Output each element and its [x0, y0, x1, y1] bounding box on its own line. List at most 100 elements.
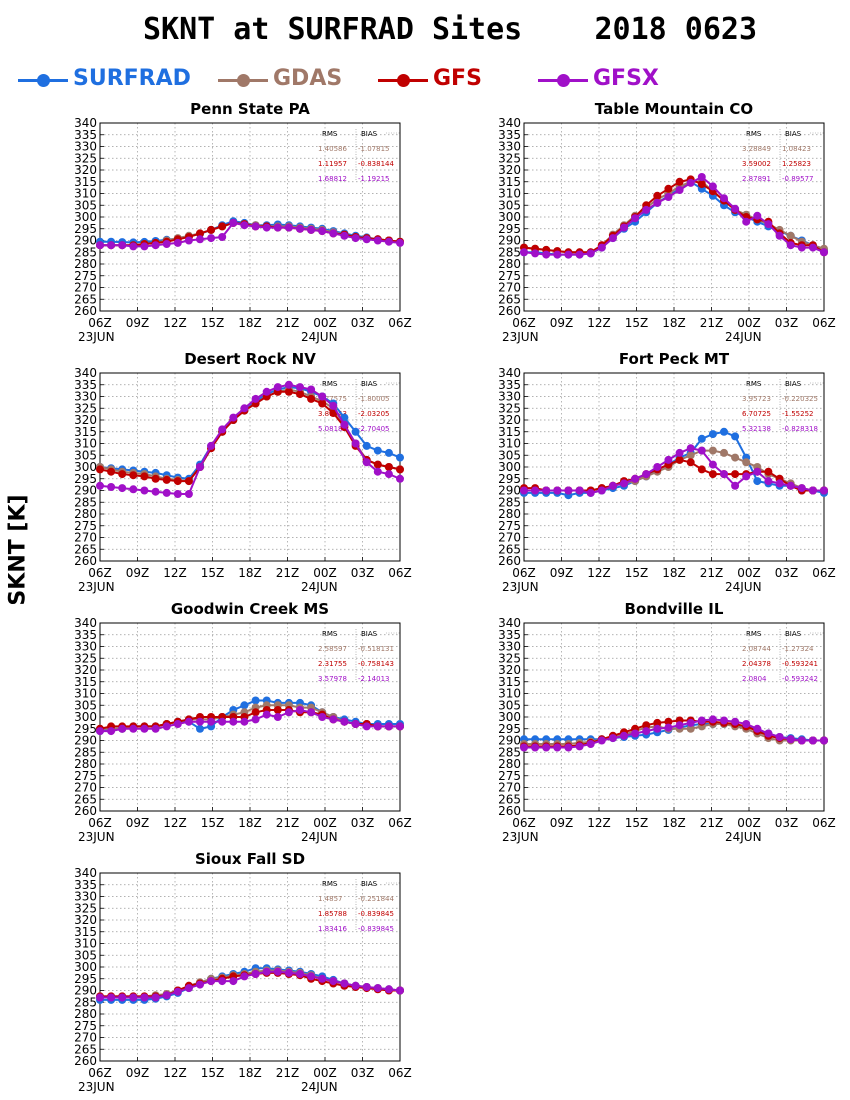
y-tick-label: 305 [74, 448, 97, 462]
data-point-gfsx [553, 743, 562, 752]
data-point-gfsx [742, 472, 751, 481]
data-point-gfsx [520, 743, 528, 752]
data-point-gfsx [218, 233, 227, 241]
data-point-gfs [129, 471, 138, 480]
y-tick-label: 305 [498, 698, 521, 712]
data-point-gfsx [240, 717, 249, 726]
y-tick-label: 295 [498, 722, 521, 736]
stats-bias: -0.89577 [782, 175, 813, 183]
data-point-gfsx [608, 481, 617, 490]
data-point-gfsx [140, 724, 149, 733]
stats-bias: -0.593241 [782, 660, 818, 668]
data-point-gfsx [362, 983, 371, 991]
data-point-gfs [373, 460, 382, 469]
y-tick-label: 270 [74, 1031, 97, 1045]
stats-rms: 2.58597 [318, 645, 347, 653]
data-point-gfsx [396, 238, 404, 247]
y-tick-label: 285 [74, 995, 97, 1009]
data-point-gfsx [196, 235, 204, 244]
y-tick-label: 270 [74, 531, 97, 545]
data-point-gfsx [373, 467, 382, 476]
y-tick-label: 330 [498, 390, 521, 404]
y-tick-label: 315 [74, 925, 97, 939]
data-point-gfsx [140, 486, 149, 495]
data-point-surfrad [362, 441, 371, 450]
panel-title: Table Mountain CO [595, 100, 753, 118]
x-tick-label: 00Z [737, 316, 761, 330]
data-point-gfsx [362, 235, 371, 244]
data-point-gfsx [262, 223, 271, 232]
legend-marker [237, 74, 250, 87]
data-point-gfsx [808, 486, 817, 495]
data-point-gfsx [820, 248, 828, 257]
stats-header-rms: RMS [322, 130, 338, 138]
data-point-surfrad [384, 448, 393, 457]
data-point-gfs [653, 718, 662, 727]
x-tick-label: 15Z [625, 316, 649, 330]
y-tick-label: 300 [74, 960, 97, 974]
y-tick-label: 260 [74, 554, 97, 568]
series-line-gfs [523, 178, 825, 254]
series-line-gfsx [100, 221, 401, 248]
y-tick-label: 320 [74, 663, 97, 677]
data-point-gfsx [520, 486, 528, 495]
data-point-gfsx [786, 481, 795, 490]
series-line-gfsx [523, 175, 825, 256]
data-point-gfsx [307, 708, 316, 717]
y-tick-label: 340 [74, 366, 97, 380]
data-point-gdas [786, 231, 795, 240]
data-point-gfsx [731, 204, 740, 213]
date-label: 23JUN [78, 830, 115, 844]
x-tick-label: 15Z [201, 816, 225, 830]
x-tick-label: 06Z [812, 816, 836, 830]
data-point-gfsx [340, 231, 349, 240]
data-point-gfsx [118, 241, 127, 250]
y-tick-label: 270 [74, 781, 97, 795]
data-point-gfs [251, 708, 260, 717]
y-tick-label: 335 [74, 378, 97, 392]
data-point-gfsx [708, 460, 717, 469]
x-tick-label: 21Z [276, 316, 300, 330]
data-point-gfs [653, 191, 662, 200]
panel-0: 2602652702752802852902953003053103153203… [74, 100, 412, 344]
data-point-gfsx [318, 227, 327, 236]
y-tick-label: 325 [74, 151, 97, 165]
data-point-gfsx [273, 223, 282, 232]
data-point-gfsx [173, 720, 182, 728]
y-tick-label: 295 [74, 722, 97, 736]
stats-header-bias: BIAS [361, 130, 378, 138]
y-tick-label: 290 [74, 234, 97, 248]
x-tick-label: 12Z [163, 566, 187, 580]
x-tick-label: 00Z [313, 1066, 337, 1080]
y-tick-label: 310 [74, 437, 97, 451]
stats-bias: -0.518131 [358, 645, 394, 653]
x-tick-label: 06Z [512, 816, 536, 830]
x-tick-label: 12Z [163, 316, 187, 330]
data-point-gfsx [720, 470, 728, 479]
stats-bias: -1.55252 [782, 410, 813, 418]
y-tick-label: 265 [498, 792, 521, 806]
data-point-gfsx [396, 474, 404, 483]
data-point-gfsx [373, 236, 382, 245]
data-point-gfsx [520, 248, 528, 257]
data-point-gfsx [107, 993, 116, 1002]
date-label: 23JUN [502, 830, 539, 844]
data-point-gfsx [284, 223, 293, 232]
data-point-gfsx [631, 729, 640, 738]
data-point-gdas [686, 451, 695, 460]
data-point-gfsx [586, 488, 595, 497]
data-point-gfsx [786, 735, 795, 744]
data-point-gfsx [229, 977, 238, 986]
data-point-gdas [686, 724, 695, 733]
data-point-gfsx [620, 479, 628, 488]
legend-marker [557, 74, 570, 87]
data-point-gfsx [675, 186, 684, 194]
data-point-gfs [664, 717, 673, 726]
y-tick-label: 305 [74, 948, 97, 962]
panel-title: Penn State PA [190, 100, 310, 118]
y-tick-label: 290 [74, 484, 97, 498]
series-line-gfs [99, 390, 401, 483]
data-point-gfs [686, 458, 695, 467]
stats-rms: 1.83416 [318, 925, 347, 933]
panel-title: Sioux Fall SD [195, 850, 305, 868]
